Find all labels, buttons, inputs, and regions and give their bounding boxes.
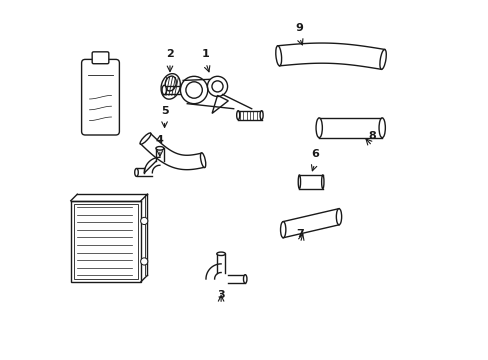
- Text: 6: 6: [310, 149, 318, 159]
- Ellipse shape: [140, 133, 151, 144]
- Ellipse shape: [379, 49, 386, 69]
- Ellipse shape: [156, 147, 163, 150]
- Ellipse shape: [275, 46, 281, 66]
- Ellipse shape: [162, 85, 166, 95]
- Ellipse shape: [134, 168, 138, 176]
- Ellipse shape: [321, 175, 324, 189]
- Ellipse shape: [315, 118, 322, 138]
- Text: 9: 9: [295, 23, 303, 33]
- Bar: [71, 201, 141, 282]
- FancyBboxPatch shape: [81, 59, 119, 135]
- Text: 7: 7: [296, 229, 304, 239]
- FancyBboxPatch shape: [92, 52, 109, 64]
- Text: 8: 8: [367, 131, 375, 141]
- Ellipse shape: [298, 175, 300, 189]
- Bar: [74, 203, 138, 279]
- Ellipse shape: [378, 118, 385, 138]
- Ellipse shape: [336, 209, 341, 225]
- Circle shape: [141, 217, 147, 225]
- Text: 5: 5: [161, 106, 168, 116]
- Ellipse shape: [236, 111, 239, 120]
- Polygon shape: [205, 264, 221, 279]
- Ellipse shape: [280, 222, 285, 238]
- Ellipse shape: [243, 275, 246, 283]
- Text: 1: 1: [202, 49, 209, 59]
- Text: 3: 3: [217, 290, 224, 300]
- Ellipse shape: [260, 111, 263, 120]
- Ellipse shape: [216, 252, 225, 256]
- Text: 4: 4: [156, 135, 163, 145]
- Ellipse shape: [200, 153, 205, 168]
- Circle shape: [141, 258, 147, 265]
- Text: 2: 2: [166, 49, 174, 59]
